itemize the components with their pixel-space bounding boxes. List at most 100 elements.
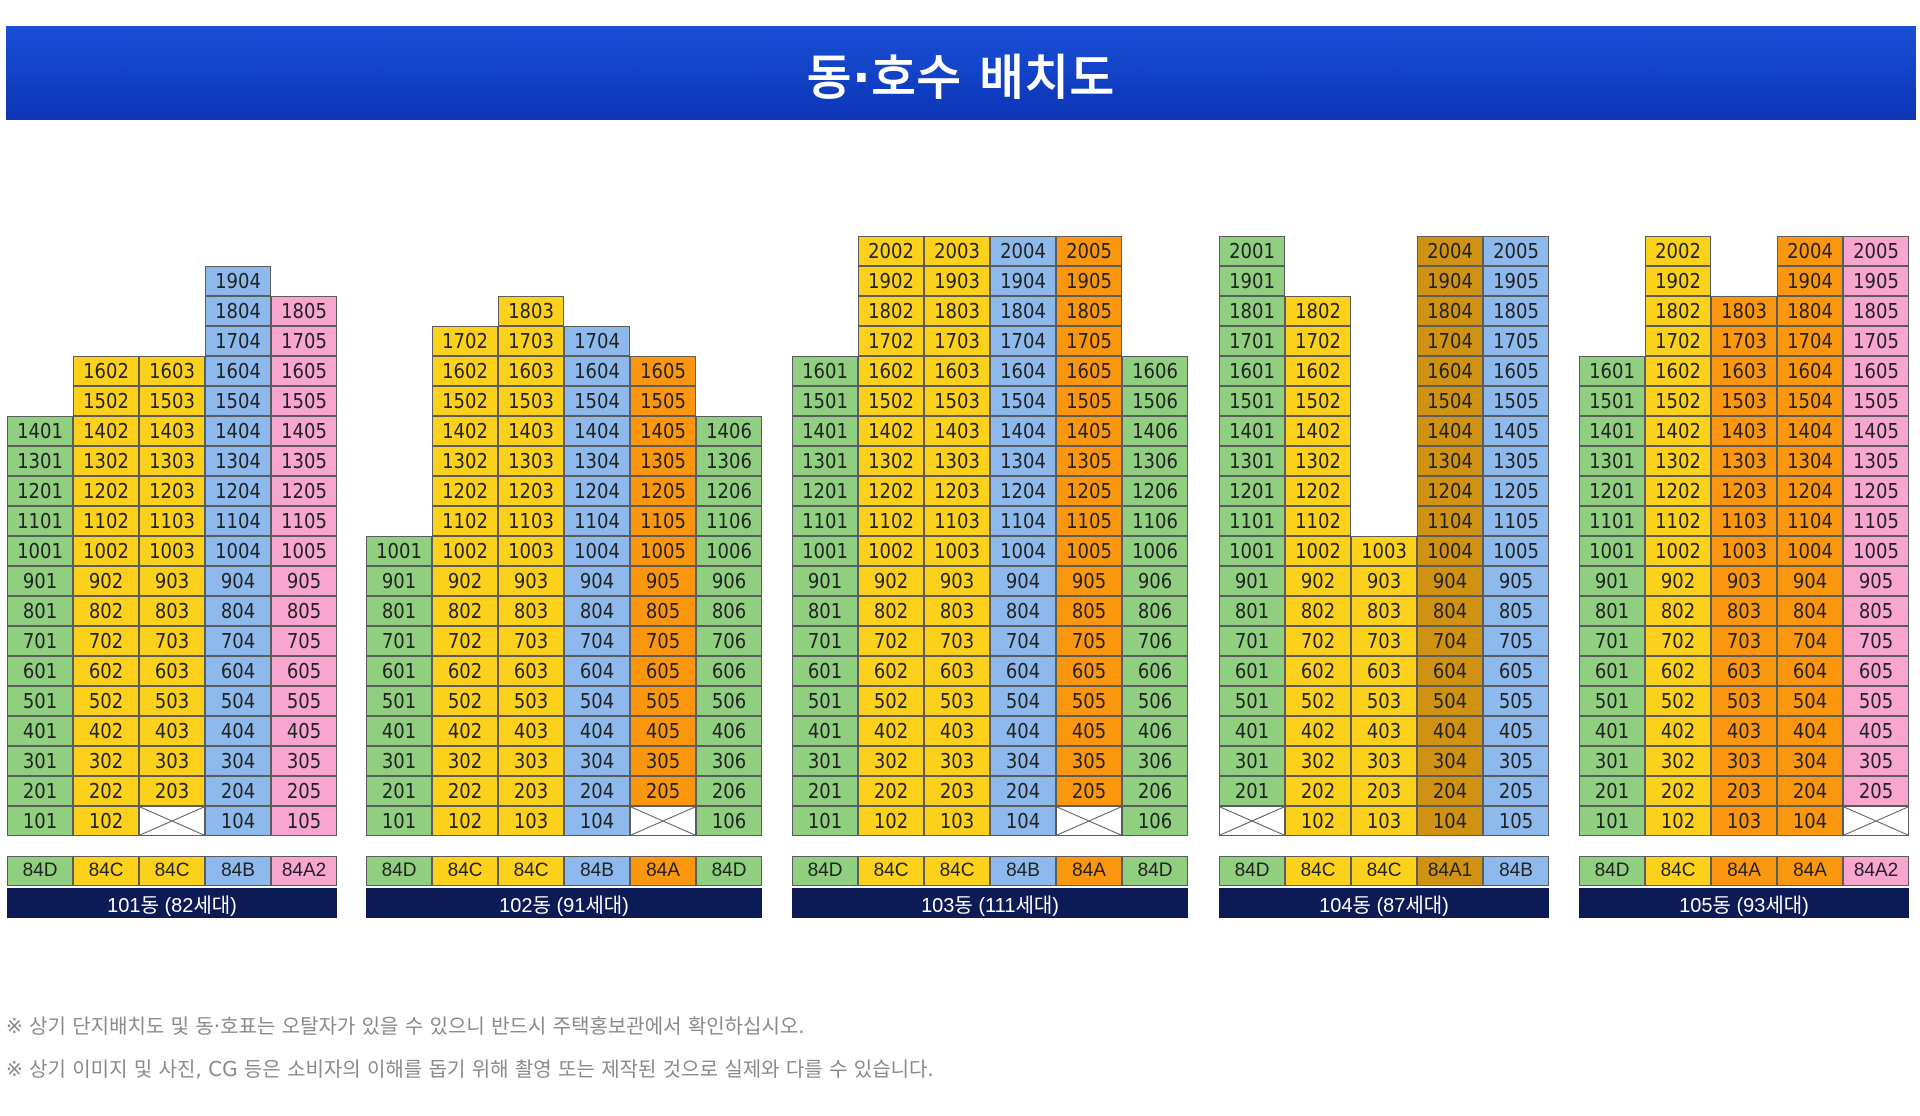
unit-cell: 1404 (564, 416, 630, 446)
unit-cell: 502 (432, 686, 498, 716)
unit-cell: 701 (792, 626, 858, 656)
unit-type-cell: 84B (564, 856, 630, 886)
unit-cell: 904 (1417, 566, 1483, 596)
unit-cell: 304 (564, 746, 630, 776)
unit-cell: 103 (1711, 806, 1777, 836)
unit-cell: 402 (73, 716, 139, 746)
unit-cell: 1001 (1219, 536, 1285, 566)
unit-cell: 1004 (205, 536, 271, 566)
unit-cell: 1603 (139, 356, 205, 386)
unit-cell: 403 (924, 716, 990, 746)
unit-cell: 1405 (630, 416, 696, 446)
unit-cell: 1005 (1843, 536, 1909, 566)
unit-cell: 102 (1645, 806, 1711, 836)
unit-cell: 505 (630, 686, 696, 716)
unit-cell: 1105 (271, 506, 337, 536)
unit-cell: 206 (696, 776, 762, 806)
unit-cell: 1304 (1777, 446, 1843, 476)
unit-type-cell: 84B (205, 856, 271, 886)
unit-cell: 604 (205, 656, 271, 686)
unit-cell: 104 (1417, 806, 1483, 836)
unit-cell: 605 (630, 656, 696, 686)
unit-cell: 1005 (1483, 536, 1549, 566)
unit-cell: 605 (1056, 656, 1122, 686)
empty-unit-cell (1219, 806, 1285, 836)
unit-cell: 1103 (1711, 506, 1777, 536)
unit-cell: 105 (271, 806, 337, 836)
unit-cell: 1705 (1843, 326, 1909, 356)
unit-cell: 403 (498, 716, 564, 746)
unit-cell: 1602 (1285, 356, 1351, 386)
unit-cell: 1803 (1711, 296, 1777, 326)
unit-cell: 505 (271, 686, 337, 716)
unit-cell: 704 (1777, 626, 1843, 656)
unit-cell: 1201 (1219, 476, 1285, 506)
unit-cell: 1702 (432, 326, 498, 356)
unit-cell: 1903 (924, 266, 990, 296)
unit-cell: 705 (1056, 626, 1122, 656)
unit-type-cell: 84A (1711, 856, 1777, 886)
unit-cell: 1905 (1483, 266, 1549, 296)
unit-cell: 1701 (1219, 326, 1285, 356)
unit-cell: 404 (564, 716, 630, 746)
unit-cell: 802 (432, 596, 498, 626)
unit-cell: 1705 (1483, 326, 1549, 356)
unit-cell: 803 (139, 596, 205, 626)
unit-cell: 602 (858, 656, 924, 686)
unit-cell: 1702 (1285, 326, 1351, 356)
unit-cell: 103 (498, 806, 564, 836)
unit-cell: 1501 (1579, 386, 1645, 416)
unit-cell: 802 (1645, 596, 1711, 626)
unit-cell: 302 (73, 746, 139, 776)
unit-cell: 1306 (696, 446, 762, 476)
unit-cell: 706 (696, 626, 762, 656)
cross-icon (1844, 807, 1908, 835)
unit-cell: 204 (1777, 776, 1843, 806)
unit-cell: 404 (1417, 716, 1483, 746)
unit-cell: 303 (924, 746, 990, 776)
unit-cell: 1502 (432, 386, 498, 416)
unit-cell: 405 (271, 716, 337, 746)
unit-cell: 501 (366, 686, 432, 716)
unit-cell: 1605 (630, 356, 696, 386)
unit-cell: 306 (696, 746, 762, 776)
unit-cell: 205 (1843, 776, 1909, 806)
unit-cell: 1003 (139, 536, 205, 566)
unit-cell: 204 (205, 776, 271, 806)
unit-cell: 1204 (1417, 476, 1483, 506)
unit-cell: 1403 (924, 416, 990, 446)
unit-cell: 802 (858, 596, 924, 626)
unit-cell: 301 (792, 746, 858, 776)
unit-cell: 203 (1711, 776, 1777, 806)
unit-type-cell: 84C (924, 856, 990, 886)
unit-cell: 1705 (271, 326, 337, 356)
unit-cell: 1302 (432, 446, 498, 476)
unit-cell: 1301 (1219, 446, 1285, 476)
unit-cell: 704 (205, 626, 271, 656)
unit-cell: 1006 (1122, 536, 1188, 566)
unit-cell: 1302 (73, 446, 139, 476)
unit-cell: 406 (696, 716, 762, 746)
unit-cell: 603 (1711, 656, 1777, 686)
unit-cell: 301 (1579, 746, 1645, 776)
unit-cell: 1802 (1645, 296, 1711, 326)
unit-cell: 1203 (924, 476, 990, 506)
unit-cell: 606 (696, 656, 762, 686)
unit-cell: 203 (139, 776, 205, 806)
unit-cell: 405 (1483, 716, 1549, 746)
unit-cell: 1904 (205, 266, 271, 296)
unit-type-cell: 84B (990, 856, 1056, 886)
unit-cell: 1202 (1285, 476, 1351, 506)
unit-cell: 1705 (1056, 326, 1122, 356)
unit-cell: 704 (1417, 626, 1483, 656)
unit-cell: 801 (366, 596, 432, 626)
unit-cell: 1702 (858, 326, 924, 356)
unit-cell: 1104 (1777, 506, 1843, 536)
unit-cell: 305 (1483, 746, 1549, 776)
unit-cell: 601 (792, 656, 858, 686)
unit-cell: 606 (1122, 656, 1188, 686)
unit-type-cell: 84C (73, 856, 139, 886)
unit-type-cell: 84C (1645, 856, 1711, 886)
unit-cell: 1005 (271, 536, 337, 566)
unit-cell: 1204 (205, 476, 271, 506)
